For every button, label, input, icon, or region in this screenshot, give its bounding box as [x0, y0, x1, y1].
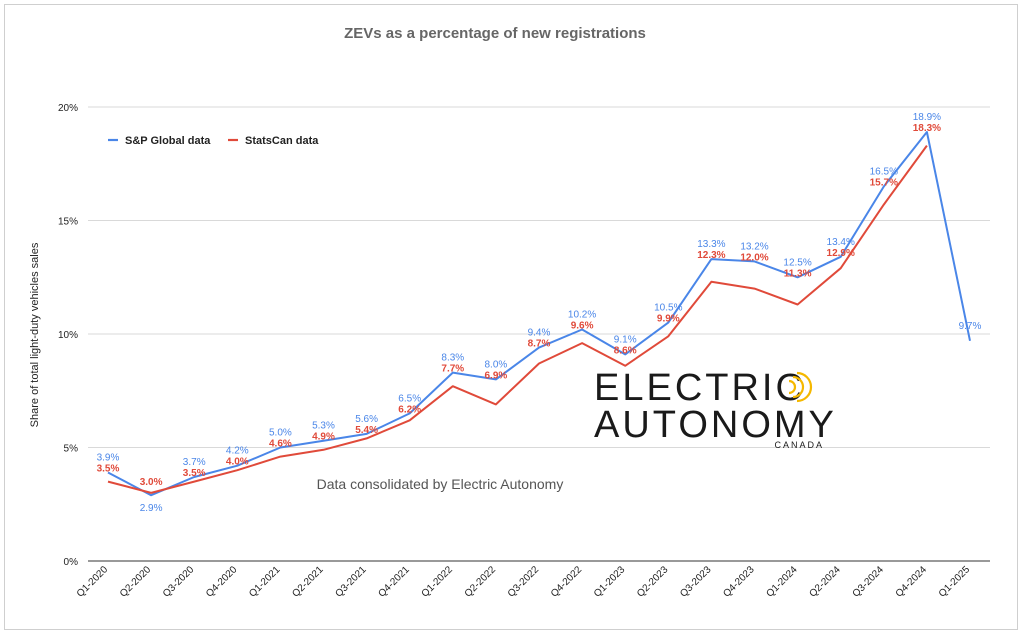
data-label-sp: 3.9%: [97, 452, 120, 463]
data-label-statscan: 9.9%: [657, 314, 680, 325]
data-label-sp: 10.5%: [654, 303, 682, 314]
data-label-statscan: 12.3%: [697, 250, 725, 261]
data-label-sp: 6.5%: [398, 393, 421, 404]
data-label-sp: 13.2%: [740, 241, 768, 252]
data-label-statscan: 4.9%: [312, 432, 335, 443]
data-label-statscan: 3.5%: [97, 463, 120, 474]
data-label-sp: 10.2%: [568, 309, 596, 320]
data-label-sp: 8.3%: [441, 353, 464, 364]
data-label-sp: 13.4%: [827, 237, 855, 248]
data-label-statscan: 8.6%: [614, 345, 637, 356]
x-tick-label: Q3-2024: [851, 564, 887, 600]
data-label-statscan: 11.3%: [784, 268, 812, 279]
series-lines: [107, 131, 971, 497]
x-tick-label: Q2-2022: [463, 564, 499, 600]
annotation-text: Data consolidated by Electric Autonomy: [317, 476, 564, 492]
y-axis-label: Share of total light-duty vehicles sales: [29, 242, 41, 427]
data-label-statscan: 15.7%: [870, 177, 898, 188]
x-tick-label: Q1-2023: [592, 564, 628, 600]
y-tick-label: 15%: [58, 217, 78, 228]
series-line-sp-global: [107, 131, 971, 497]
x-tick-label: Q4-2023: [721, 564, 757, 600]
data-label-sp: 5.6%: [355, 414, 378, 425]
data-label-sp: 5.0%: [269, 428, 292, 439]
data-label-statscan: 7.7%: [441, 364, 464, 375]
x-tick-label: Q1-2021: [247, 564, 283, 600]
y-tick-label: 20%: [58, 103, 78, 114]
x-axis-ticks: Q1-2020 Q2-2020 Q3-2020 Q4-2020 Q1-2021 Q2-20…: [75, 564, 973, 600]
x-tick-label: Q1-2024: [764, 564, 800, 600]
x-tick-label: Q2-2021: [290, 564, 326, 600]
data-label-statscan: 9.6%: [571, 320, 594, 331]
legend: S&P Global data StatsCan data: [108, 135, 319, 147]
data-label-sp: 18.9%: [913, 112, 941, 123]
y-tick-label: 10%: [58, 330, 78, 341]
logo-line-3: CANADA: [774, 440, 824, 450]
x-tick-label: Q2-2023: [635, 564, 671, 600]
data-labels: 3.9%3.5%2.9%3.0%3.7%3.5%4.2%4.0%5.0%4.6%…: [97, 112, 982, 514]
data-label-statscan: 4.6%: [269, 439, 292, 450]
data-label-sp: 3.7%: [183, 457, 206, 468]
legend-label-sp: S&P Global data: [125, 135, 211, 147]
x-tick-label: Q4-2024: [894, 564, 930, 600]
data-label-sp: 5.3%: [312, 421, 335, 432]
data-label-statscan: 12.0%: [740, 252, 768, 263]
data-label-statscan: 6.9%: [485, 370, 508, 381]
x-tick-label: Q1-2022: [420, 564, 456, 600]
chart-frame: [4, 4, 1018, 630]
x-tick-label: Q1-2025: [937, 564, 973, 600]
data-label-statscan: 4.0%: [226, 457, 249, 468]
data-label-statscan: 5.4%: [355, 425, 378, 436]
data-label-sp: 9.4%: [528, 328, 551, 339]
legend-label-statscan: StatsCan data: [245, 135, 319, 147]
broadcast-signal-icon: [788, 371, 813, 403]
data-label-statscan: 12.9%: [827, 248, 855, 259]
gridlines: [88, 106, 990, 562]
x-tick-label: Q3-2022: [506, 564, 542, 600]
data-label-sp: 12.5%: [783, 257, 811, 268]
electric-autonomy-logo: ELECTRIC AUTONOMY CANADA: [594, 367, 837, 450]
data-label-statscan: 3.5%: [183, 468, 206, 479]
x-tick-label: Q3-2020: [161, 564, 197, 600]
logo-line-2: AUTONOMY: [594, 404, 837, 446]
data-label-statscan: 3.0%: [140, 477, 163, 488]
data-label-sp: 8.0%: [485, 359, 508, 370]
data-label-statscan: 6.2%: [398, 404, 421, 415]
data-label-sp: 9.7%: [959, 321, 982, 332]
x-tick-label: Q3-2021: [333, 564, 369, 600]
x-tick-label: Q2-2020: [118, 564, 154, 600]
x-tick-label: Q2-2024: [808, 564, 844, 600]
data-label-sp: 9.1%: [614, 334, 637, 345]
y-tick-label: 0%: [64, 557, 79, 568]
x-tick-label: Q4-2022: [549, 564, 585, 600]
x-tick-label: Q1-2020: [75, 564, 111, 600]
data-label-sp: 16.5%: [870, 166, 898, 177]
x-tick-label: Q3-2023: [678, 564, 714, 600]
chart-title: ZEVs as a percentage of new registration…: [344, 25, 646, 42]
y-tick-label: 5%: [64, 444, 79, 455]
data-label-statscan: 18.3%: [913, 123, 941, 134]
data-label-sp: 2.9%: [140, 503, 163, 514]
y-axis-ticks: 0% 5% 10% 15% 20%: [58, 103, 78, 568]
logo-line-1: ELECTRIC: [594, 367, 806, 409]
x-tick-label: Q4-2021: [377, 564, 413, 600]
data-label-sp: 13.3%: [697, 239, 725, 250]
series-line-statscan: [107, 145, 928, 494]
data-label-statscan: 8.7%: [528, 339, 551, 350]
x-tick-label: Q4-2020: [204, 564, 240, 600]
data-label-sp: 4.2%: [226, 446, 249, 457]
